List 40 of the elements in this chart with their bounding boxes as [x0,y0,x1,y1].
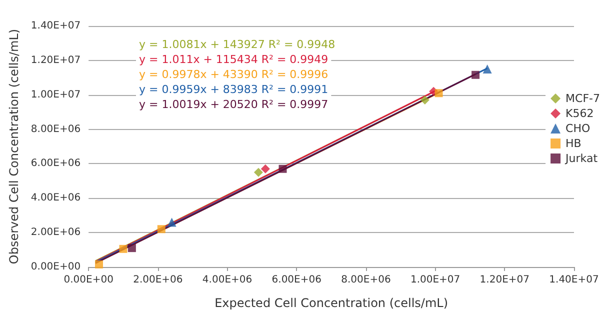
y-tick-label: 6.00E+06 [30,158,81,170]
x-tick-label: 6.00E+06 [272,274,322,286]
point [119,244,128,253]
legend-label: K562 [566,107,594,120]
y-axis-title: Observed Cell Concentration (cells/mL) [7,28,21,264]
annotation: y = 0.9959x + 83983 R² = 0.9991 [139,83,328,96]
point [94,260,103,268]
point [482,64,492,74]
point [420,96,430,105]
point [254,168,263,177]
y-tick-label: 1.00E+07 [30,89,81,100]
x-tick-label: 1.20E+07 [480,274,530,286]
x-tick-label: 1.00E+07 [410,274,460,286]
annotation: y = 1.0081x + 143927 R² = 0.9948 [139,38,336,51]
x-axis-title: Expected Cell Concentration (cells/mL) [214,296,448,310]
point [128,244,136,252]
y-tick-label: 0.00E+00 [30,262,81,272]
annotation: y = 0.9978x + 43390 R² = 0.9996 [139,68,328,81]
x-tick-label: 4.00E+06 [202,274,252,286]
legend-label: HB [566,137,582,150]
y-tick-label: 2.00E+06 [30,227,81,238]
annotation: y = 1.011x + 115434 R² = 0.9949 [139,53,328,66]
point [434,89,443,98]
x-tick-label: 0.00E+00 [64,274,114,286]
y-tick-label: 1.40E+07 [30,20,81,32]
legend-label: MCF-7 [566,92,600,105]
point [278,164,287,173]
point [260,164,270,174]
annotation: y = 1.0019x + 20520 R² = 0.9997 [139,98,328,111]
legend-label: CHO [566,122,590,135]
point [167,218,176,227]
x-tick-label: 2.00E+06 [133,274,183,286]
y-tick-label: 1.20E+07 [30,54,81,66]
y-tick-label: 8.00E+06 [30,124,81,135]
point [472,70,480,79]
legend-label: Jurkat [564,152,598,165]
x-tick-label: 8.00E+06 [341,274,391,286]
y-tick-label: 4.00E+06 [30,192,81,204]
point [157,225,166,234]
x-tick-label: 1.40E+07 [549,274,599,286]
